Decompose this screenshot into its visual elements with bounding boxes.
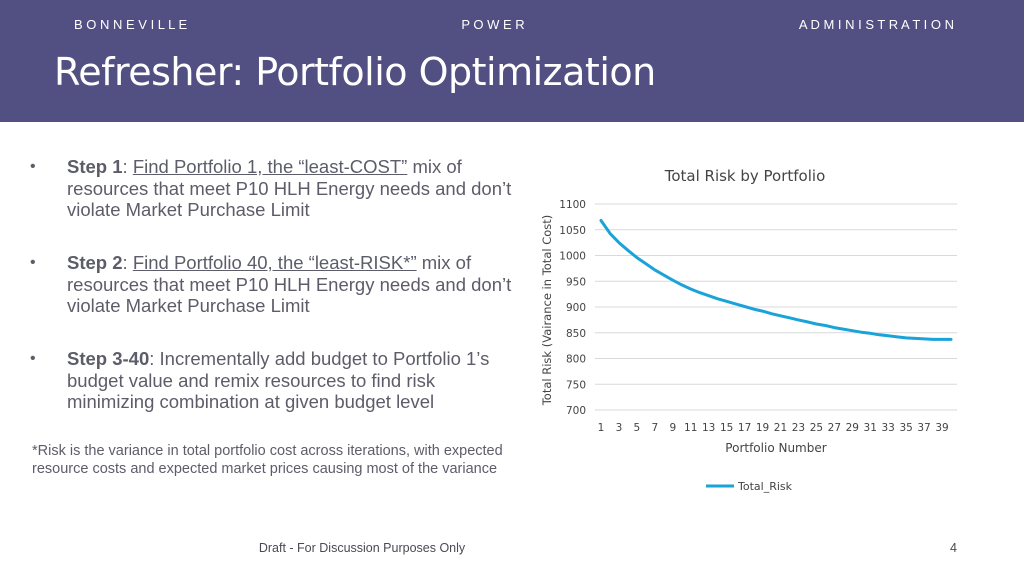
step-link: Find Portfolio 40, the “least-RISK*”: [132, 252, 417, 273]
x-tick-label: 27: [828, 422, 841, 434]
separator: :: [149, 348, 160, 369]
bullet-dot: •: [30, 254, 36, 271]
bullet-dot: •: [30, 350, 36, 367]
org-word-1: B O N N E V I L L E: [74, 17, 188, 32]
bullet-dot: •: [30, 158, 36, 175]
x-tick-label: 21: [774, 422, 787, 434]
separator: :: [122, 252, 133, 273]
org-word-2: P O W E R: [461, 17, 525, 32]
page-number: 4: [950, 541, 957, 555]
gridlines: [595, 203, 957, 411]
step-text: mix of resources that meet P10 HLH Energ…: [67, 156, 512, 220]
y-tick-label: 800: [566, 354, 586, 366]
y-tick-label: 900: [566, 302, 586, 314]
x-tick-label: 33: [881, 422, 894, 434]
x-tick-label: 19: [756, 422, 769, 434]
step-text: Incrementally add budget to Portfolio 1’…: [67, 348, 490, 412]
risk-footnote: *Risk is the variance in total portfolio…: [32, 443, 503, 477]
x-tick-label: 13: [702, 422, 715, 434]
x-tick-label: 11: [684, 422, 697, 434]
x-tick-label: 9: [669, 422, 676, 434]
series-group: [599, 219, 953, 341]
x-tick-label: 15: [720, 422, 733, 434]
y-tick-labels: 700 750 800 850 900 950 1000 1050 1100: [559, 199, 586, 417]
y-tick-label: 850: [566, 328, 586, 340]
x-tick-label: 37: [917, 422, 930, 434]
step-label: Step 3-40: [67, 348, 150, 369]
x-tick-label: 25: [810, 422, 823, 434]
y-tick-label: 750: [566, 379, 586, 391]
organization-name: B O N N E V I L L E P O W E R A D M I N …: [74, 17, 954, 32]
step-label: Step 2: [67, 252, 123, 273]
step-label: Step 1: [67, 156, 123, 177]
x-tick-label: 31: [864, 422, 877, 434]
x-tick-label: 23: [792, 422, 805, 434]
x-tick-label: 7: [652, 422, 659, 434]
series-line-total-risk: [599, 219, 953, 341]
y-tick-label: 1000: [559, 251, 586, 263]
x-tick-label: 3: [616, 422, 623, 434]
title-bar: B O N N E V I L L E P O W E R A D M I N …: [0, 0, 1024, 122]
y-tick-label: 1100: [559, 199, 586, 211]
step-text: mix of resources that meet P10 HLH Energ…: [67, 252, 512, 316]
y-tick-label: 1050: [559, 225, 586, 237]
x-tick-labels: 1 3 5 7 9 11 13 15 17 19 21 23 25 27 29 31 33 35 37 39: [598, 422, 949, 434]
y-tick-label: 700: [566, 405, 586, 417]
legend-label: Total_Risk: [737, 480, 793, 493]
x-axis-label: Portfolio Number: [725, 441, 826, 455]
x-tick-label: 1: [598, 422, 605, 434]
x-tick-label: 17: [738, 422, 751, 434]
step-link: Find Portfolio 1, the “least-COST”: [132, 156, 408, 177]
slide-title: Refresher: Portfolio Optimization: [54, 50, 656, 94]
y-axis-label: Total Risk (Vairance in Total Cost): [540, 215, 554, 407]
x-tick-label: 39: [935, 422, 948, 434]
org-word-3: A D M I N I S T R A T I O N: [798, 17, 954, 32]
x-tick-label: 5: [634, 422, 641, 434]
total-risk-chart: Total Risk by Portfolio Total Risk (Vair…: [540, 167, 957, 493]
y-tick-label: 950: [566, 276, 586, 288]
separator: :: [122, 156, 133, 177]
x-tick-label: 35: [899, 422, 912, 434]
x-tick-label: 29: [846, 422, 859, 434]
footer-text: Draft - For Discussion Purposes Only: [258, 541, 466, 555]
chart-title: Total Risk by Portfolio: [664, 167, 826, 185]
